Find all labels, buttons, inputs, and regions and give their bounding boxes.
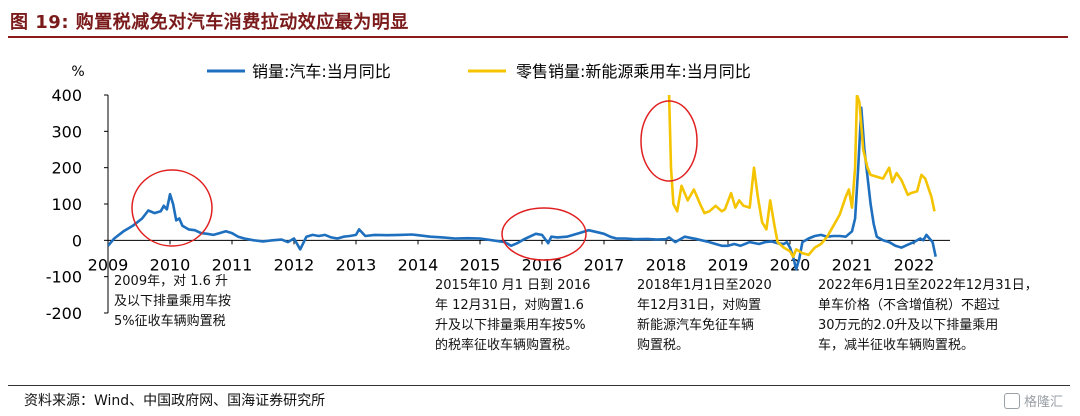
- y-tick-label: 400: [51, 86, 82, 105]
- x-tick-label: 2019: [708, 255, 749, 274]
- highlight-circle: [131, 169, 213, 247]
- annotation-line: 购置税。: [637, 338, 690, 353]
- x-tick-label: 2013: [336, 255, 377, 274]
- annotation-2009: 2009年，对 1.6 升及以下排量乘用车按 5%征收车辆购置税: [114, 272, 254, 332]
- highlight-circle: [640, 100, 698, 182]
- chart: % 400 300 200 100 0 -100 -200 2009 2010 2011 2012 20…: [46, 62, 950, 323]
- annotation-line: 2009年，对 1.6 升: [114, 274, 229, 289]
- y-unit-label: %: [71, 64, 84, 80]
- page-title: 图 19: 购置税减免对汽车消费拉动效应最为明显: [10, 12, 409, 33]
- y-tick-label: 100: [51, 195, 82, 214]
- series-line-auto-sales: [108, 106, 937, 271]
- annotation-line: 单车价格（不含增值税）不超过: [818, 298, 1001, 313]
- y-tick-label: 200: [51, 159, 82, 178]
- watermark-logo-icon: [1004, 393, 1020, 409]
- legend-label: 销量:汽车:当月同比: [252, 62, 391, 81]
- x-tick-label: 2020: [770, 255, 811, 274]
- chart-axes: % 400 300 200 100 0 -100 -200 2009 2010 2011 2012 20…: [46, 64, 950, 323]
- legend-label: 零售销量:新能源乘用车:当月同比: [516, 62, 751, 81]
- chart-series: [108, 95, 937, 271]
- chart-legend: 销量:汽车:当月同比 零售销量:新能源乘用车:当月同比: [207, 62, 751, 81]
- annotation-line: 及以下排量乘用车按: [114, 294, 232, 309]
- watermark: 格隆汇: [1004, 391, 1063, 410]
- annotation-2022: 2022年6月1日至2022年12月31日， 单车价格（不含增值税）不超过 30万元…: [818, 276, 1058, 356]
- annotation-line: 2022年6月1日至2022年12月31日，: [818, 278, 1038, 293]
- annotation-line: 年 12月31日，对购置1.6: [435, 298, 584, 313]
- x-tick-label: 2022: [894, 255, 935, 274]
- annotation-line: 的税率征收车辆购置税。: [435, 338, 579, 353]
- x-tick-label: 2014: [398, 255, 439, 274]
- annotation-line: 5%征收车辆购置税: [114, 314, 226, 329]
- x-tick-label: 2012: [274, 255, 315, 274]
- annotation-line: 升及以下排量乘用车按5%: [435, 318, 586, 333]
- x-tick-label: 2017: [584, 255, 625, 274]
- highlight-circle: [501, 207, 587, 261]
- y-tick-label: 0: [72, 231, 82, 250]
- annotation-line: 2018年1月1日至2020: [637, 278, 772, 293]
- watermark-text: 格隆汇: [1024, 395, 1064, 410]
- series-line-nev-retail: [667, 95, 936, 258]
- x-tick-label: 2021: [832, 255, 873, 274]
- x-tick-label: 2011: [212, 255, 253, 274]
- annotation-line: 2015年10 月1 日到 2016: [435, 278, 591, 293]
- annotation-line: 30万元的2.0升及以下排量乘用: [818, 318, 999, 333]
- header: 图 19: 购置税减免对汽车消费拉动效应最为明显: [0, 0, 1080, 40]
- source-note: 资料来源：Wind、中国政府网、国海证券研究所: [24, 393, 326, 409]
- y-tick-label: 300: [51, 122, 82, 141]
- annotation-line: 新能源汽车免征车辆: [637, 318, 755, 333]
- footer-divider: [8, 385, 1070, 386]
- x-tick-label: 2018: [646, 255, 687, 274]
- title-divider: [8, 36, 1068, 38]
- y-tick-label: -200: [46, 304, 82, 323]
- annotation-line: 车，减半征收车辆购置税。: [818, 338, 975, 353]
- y-tick-label: -100: [46, 268, 82, 287]
- x-tick-label: 2009: [88, 255, 129, 274]
- highlight-circles: [131, 100, 698, 261]
- annotation-2018: 2018年1月1日至2020 年12月31日，对购置 新能源汽车免征车辆 购置税。: [637, 276, 797, 356]
- annotation-2015: 2015年10 月1 日到 2016 年 12月31日，对购置1.6 升及以下排量乘…: [435, 276, 625, 356]
- x-tick-label: 2015: [460, 255, 501, 274]
- x-tick-label: 2010: [150, 255, 191, 274]
- annotation-line: 年12月31日，对购置: [637, 298, 762, 313]
